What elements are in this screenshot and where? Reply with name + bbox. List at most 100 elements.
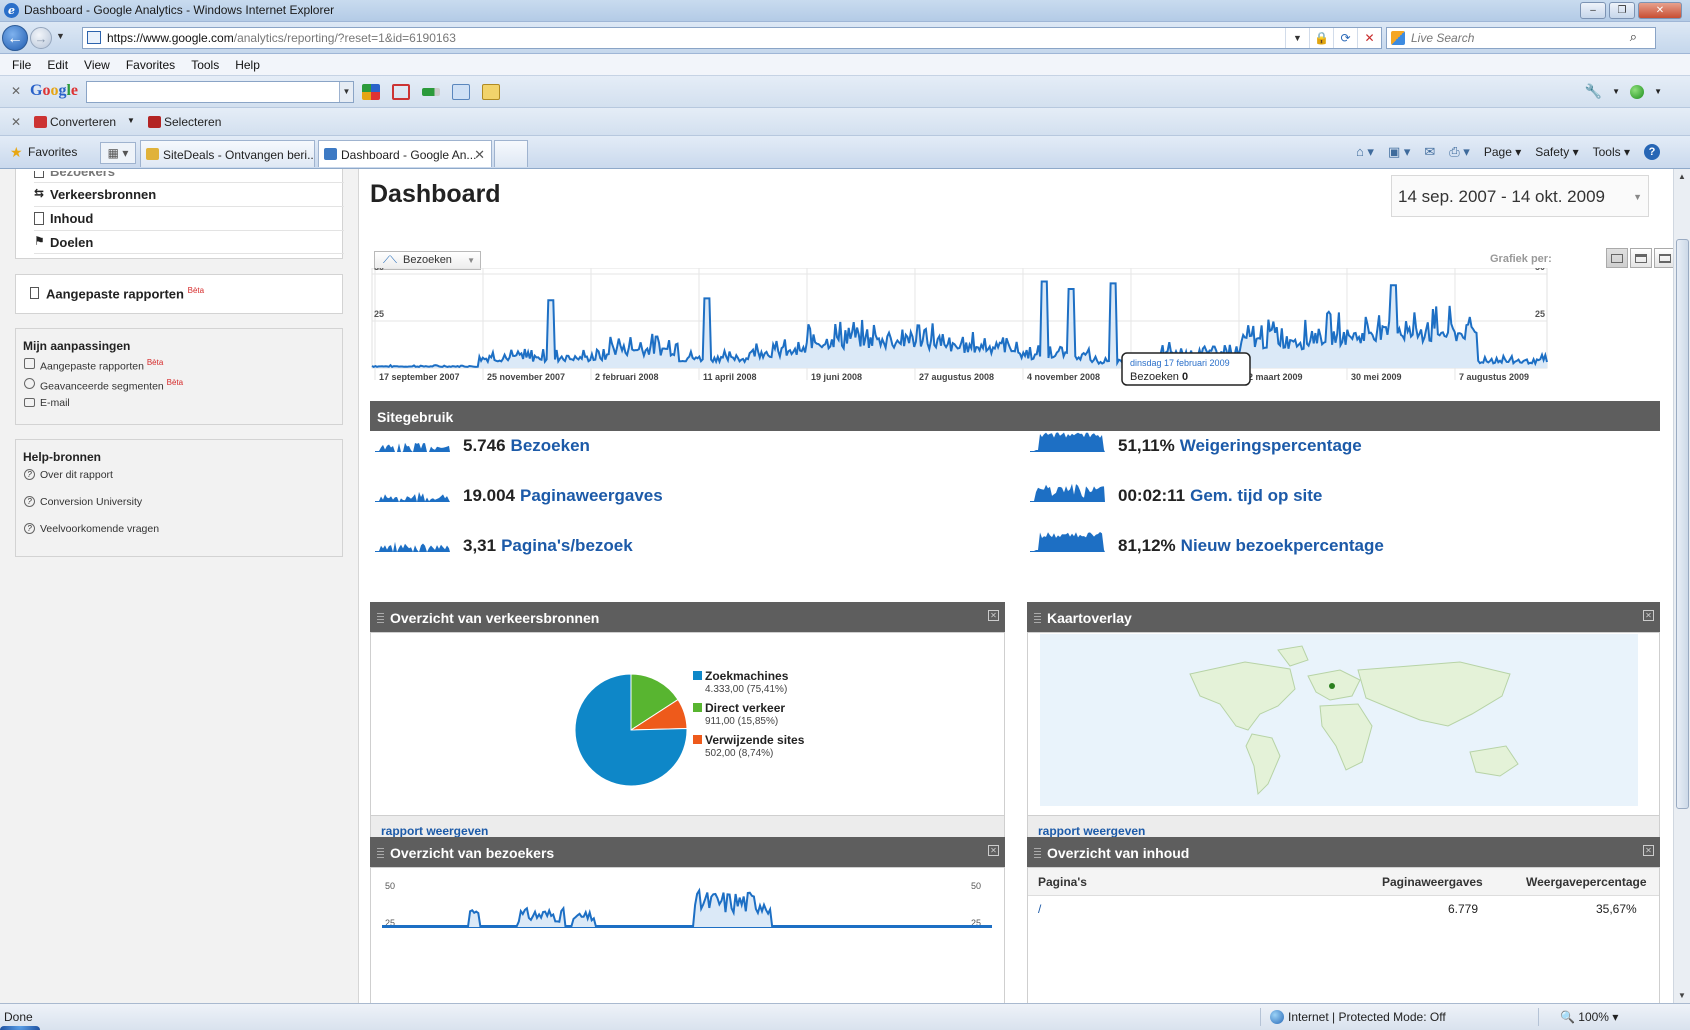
vertical-scrollbar[interactable]: ▲ ▼ [1673,169,1690,1003]
drag-handle-icon[interactable] [377,848,384,859]
column-pageviews[interactable]: Paginaweergaves [1382,875,1483,889]
metric-link[interactable]: Paginaweergaves [520,486,663,505]
feeds-icon[interactable]: ▣ ▾ [1387,144,1411,159]
close-tab-icon[interactable]: ✕ [474,147,485,162]
custom-reports-link[interactable]: Aangepaste rapporten Bèta [30,286,204,301]
zoom-level[interactable]: 🔍 100% ▾ [1560,1010,1619,1024]
status-dropdown-icon[interactable]: ▼ [1654,87,1662,96]
close-panel-icon[interactable]: ✕ [1643,845,1654,856]
menu-file[interactable]: File [12,58,32,72]
scroll-up-icon[interactable]: ▲ [1678,172,1686,181]
translate-icon[interactable] [452,84,470,100]
security-zone[interactable]: Internet | Protected Mode: Off [1270,1010,1446,1024]
home-icon[interactable]: ⌂ ▾ [1355,144,1374,159]
nav-item-verkeersbronnen[interactable]: ⇆ Verkeersbronnen [34,186,156,202]
graph-day-button[interactable] [1606,248,1628,268]
close-panel-icon[interactable]: ✕ [1643,610,1654,621]
netherlands-marker[interactable] [1329,683,1335,689]
select-button[interactable]: Selecteren [148,115,221,129]
history-dropdown-icon[interactable]: ▼ [56,31,65,41]
link-email[interactable]: E-mail [24,397,70,409]
popup-blocker-icon[interactable] [392,84,410,100]
google-search-input[interactable]: ▼ [86,81,354,103]
help-icon[interactable]: ? [1644,144,1660,160]
column-pages[interactable]: Pagina's [1038,875,1087,889]
print-icon[interactable]: ⎙ ▾ [1449,144,1470,159]
column-view-percentage[interactable]: Weergavepercentage [1526,875,1647,889]
close-panel-icon[interactable]: ✕ [988,610,999,621]
link-about-report[interactable]: ? Over dit rapport [24,469,113,481]
metric-link[interactable]: Weigeringspercentage [1179,436,1362,455]
drag-handle-icon[interactable] [377,613,384,624]
notebook-icon[interactable] [482,84,500,100]
pagerank-icon[interactable] [422,88,440,96]
graph-week-button[interactable] [1630,248,1652,268]
lock-icon[interactable]: 🔒 [1309,28,1333,48]
visits-over-time-chart[interactable]: 17 september 2007 25 november 2007 2 febru… [370,268,1660,388]
search-icon[interactable]: ⌕ [1629,29,1637,44]
graph-month-button[interactable] [1654,248,1676,268]
forward-button[interactable]: → [30,27,52,49]
link-faq[interactable]: ? Veelvoorkomende vragen [24,523,159,535]
google-apps-icon[interactable] [362,84,380,100]
wrench-dropdown-icon[interactable]: ▼ [1612,87,1621,96]
google-search-dropdown-icon[interactable]: ▼ [339,82,353,102]
scroll-down-icon[interactable]: ▼ [1678,991,1686,1000]
page-menu[interactable]: Page ▾ [1483,145,1522,159]
link-custom-reports[interactable]: Aangepaste rapporten Bèta [24,358,163,373]
close-convert-toolbar-icon[interactable]: ✕ [11,115,22,129]
quick-tabs-button[interactable]: ▦ ▾ [100,142,136,164]
favorites-button[interactable]: Favorites [28,145,78,159]
metric-link[interactable]: Bezoeken [510,436,590,455]
row-page-link[interactable]: / [1038,902,1042,916]
close-panel-icon[interactable]: ✕ [988,845,999,856]
live-search-input[interactable]: Live Search ⌕ [1386,27,1656,49]
traffic-pie-chart[interactable] [551,650,711,810]
back-button[interactable]: ← [2,25,28,51]
world-map[interactable] [1040,634,1638,806]
favorites-star-icon[interactable]: ★ [10,144,23,160]
pie-slice-direct-verkeer[interactable] [630,673,679,731]
read-mail-icon[interactable]: ✉ [1424,144,1436,159]
link-advanced-segments[interactable]: Geavanceerde segmenten Bèta [24,378,183,393]
metric-link[interactable]: Pagina's/bezoek [501,536,633,555]
nav-item-inhoud[interactable]: Inhoud [34,211,93,226]
legend-search-engines[interactable]: Zoekmachines 4.333,00 (75,41%) [693,669,788,695]
refresh-icon[interactable]: ⟳ [1333,28,1357,48]
visitors-chart[interactable]: 50 50 25 25 [371,868,1006,928]
drag-handle-icon[interactable] [1034,848,1041,859]
menu-tools[interactable]: Tools [191,58,220,72]
stop-icon[interactable]: ✕ [1357,28,1381,48]
convert-button[interactable]: Converteren [34,115,116,129]
menu-view[interactable]: View [84,58,110,72]
menu-favorites[interactable]: Favorites [125,58,176,72]
url-field[interactable]: https://www.google.com/analytics/reporti… [82,27,1382,49]
url-dropdown-icon[interactable]: ▼ [1285,28,1309,48]
legend-referring-sites[interactable]: Verwijzende sites 502,00 (8,74%) [693,733,804,759]
tab-dashboard[interactable]: Dashboard - Google An... ✕ [318,140,492,167]
menu-help[interactable]: Help [235,58,260,72]
date-range-picker[interactable]: 14 sep. 2007 - 14 okt. 2009 ▼ [1391,175,1649,217]
nav-item-bezoekers[interactable]: Bezoekers [34,171,115,179]
tools-menu[interactable]: Tools ▾ [1592,145,1630,159]
link-conversion-university[interactable]: ? Conversion University [24,496,142,508]
new-tab-button[interactable] [494,140,528,167]
pie-slice-zoekmachines[interactable] [574,673,688,787]
close-toolbar-icon[interactable]: ✕ [11,84,22,98]
convert-dropdown-icon[interactable]: ▼ [127,116,135,125]
menu-edit[interactable]: Edit [47,58,69,72]
metric-link[interactable]: Nieuw bezoekpercentage [1180,536,1384,555]
sign-in-status-icon[interactable] [1630,84,1645,99]
drag-handle-icon[interactable] [1034,613,1041,624]
close-window-button[interactable]: ✕ [1638,2,1682,19]
tab-sitedeals[interactable]: SiteDeals - Ontvangen beri... [140,140,315,167]
metric-link[interactable]: Gem. tijd op site [1190,486,1323,505]
legend-direct-traffic[interactable]: Direct verkeer 911,00 (15,85%) [693,701,785,727]
minimize-button[interactable]: – [1580,2,1606,19]
maximize-button[interactable]: ❐ [1609,2,1635,19]
wrench-icon[interactable]: 🔧 [1584,83,1603,99]
nav-item-doelen[interactable]: ⚑ Doelen [34,234,93,250]
scrollbar-thumb[interactable] [1676,239,1689,809]
safety-menu[interactable]: Safety ▾ [1535,145,1579,159]
metric-select[interactable]: ⟋⟍ Bezoeken ▼ [374,251,481,270]
